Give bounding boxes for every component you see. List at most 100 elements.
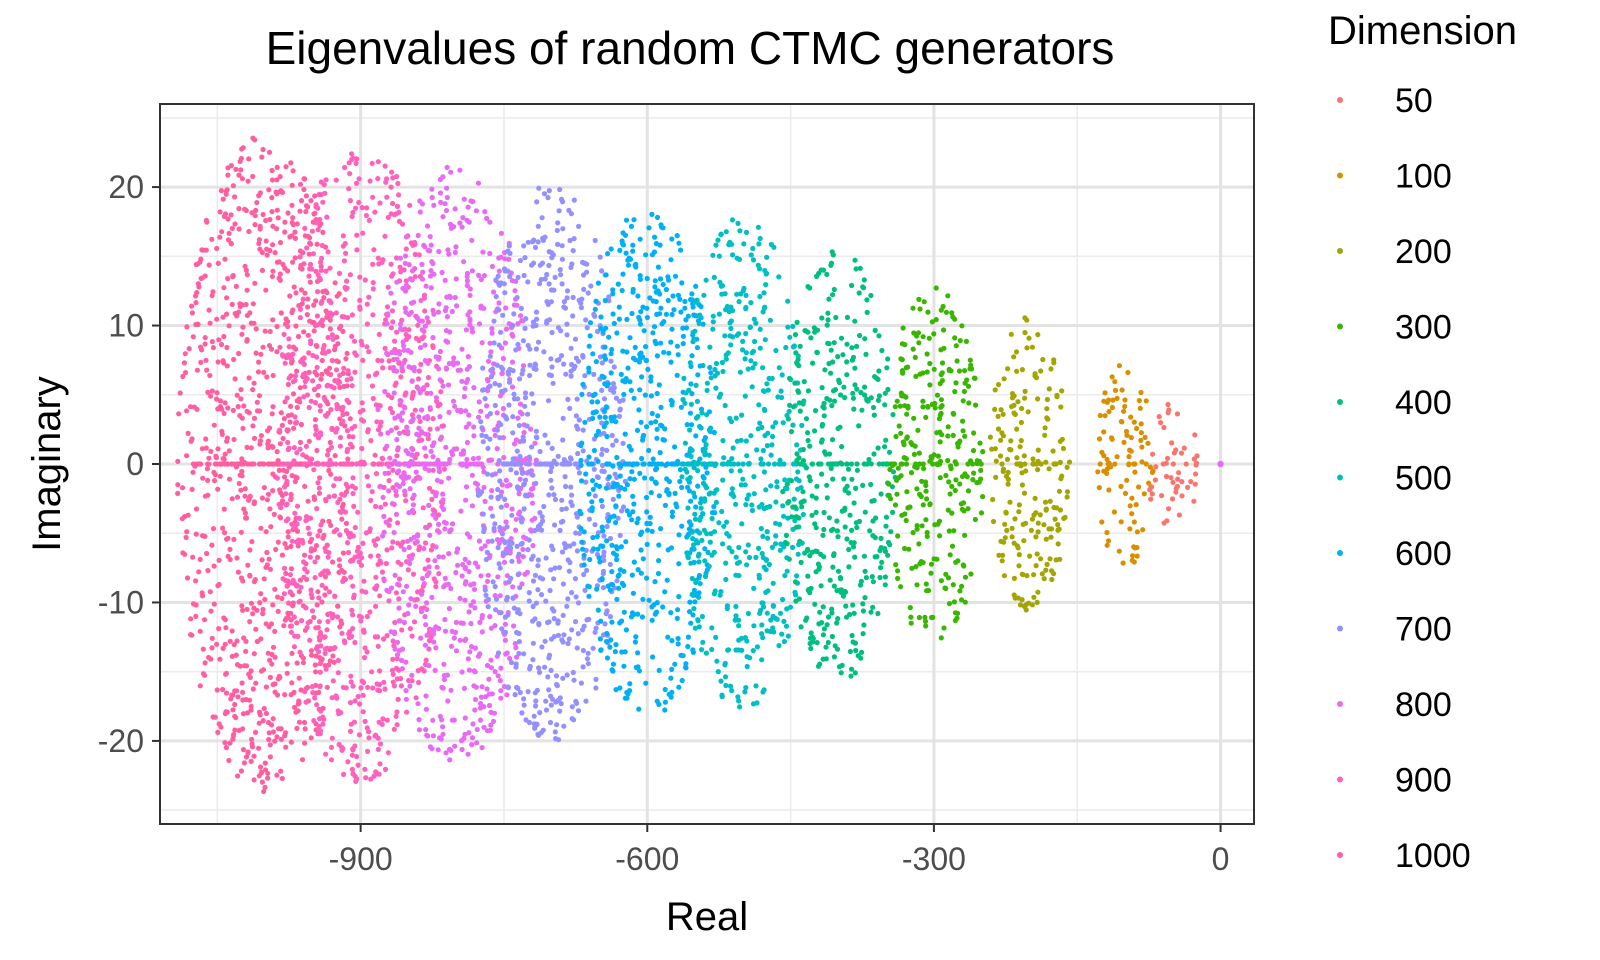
- eigenvalue-point: [652, 579, 658, 585]
- eigenvalue-point: [774, 479, 780, 485]
- eigenvalue-point: [421, 668, 427, 674]
- eigenvalue-point: [831, 286, 837, 293]
- eigenvalue-point: [809, 512, 815, 518]
- eigenvalue-point: [248, 668, 254, 674]
- eigenvalue-point: [503, 651, 509, 657]
- eigenvalue-point: [478, 277, 484, 283]
- eigenvalue-point: [502, 256, 508, 262]
- eigenvalue-point: [346, 186, 352, 192]
- eigenvalue-point: [825, 310, 831, 316]
- eigenvalue-point: [556, 565, 563, 571]
- eigenvalue-point: [277, 271, 283, 277]
- eigenvalue-point: [702, 558, 708, 564]
- eigenvalue-point: [530, 472, 536, 478]
- eigenvalue-point: [803, 465, 810, 471]
- eigenvalue-point: [646, 597, 652, 603]
- eigenvalue-point: [449, 308, 455, 315]
- eigenvalue-point: [175, 490, 181, 496]
- eigenvalue-point: [516, 422, 522, 429]
- eigenvalue-point: [355, 509, 361, 515]
- eigenvalue-point: [485, 596, 492, 603]
- eigenvalue-point: [427, 405, 433, 411]
- eigenvalue-point: [552, 274, 558, 280]
- eigenvalue-point: [305, 296, 311, 302]
- eigenvalue-point: [813, 569, 819, 575]
- eigenvalue-point: [741, 241, 747, 247]
- eigenvalue-point: [833, 314, 839, 321]
- eigenvalue-point: [404, 709, 410, 715]
- eigenvalue-point: [630, 462, 636, 468]
- eigenvalue-point: [613, 419, 619, 425]
- eigenvalue-point: [541, 349, 547, 355]
- eigenvalue-point: [296, 675, 302, 681]
- eigenvalue-point: [461, 685, 467, 692]
- eigenvalue-point: [558, 272, 564, 278]
- eigenvalue-point: [226, 448, 232, 454]
- eigenvalue-point: [419, 327, 425, 333]
- eigenvalue-point: [876, 368, 882, 374]
- eigenvalue-point: [409, 452, 415, 458]
- eigenvalue-point: [552, 729, 558, 735]
- eigenvalue-point: [488, 457, 495, 463]
- eigenvalue-point: [834, 518, 840, 524]
- eigenvalue-point: [315, 460, 321, 466]
- eigenvalue-point: [584, 656, 591, 662]
- eigenvalue-point: [422, 323, 428, 329]
- eigenvalue-point: [539, 260, 546, 266]
- eigenvalue-point: [578, 457, 584, 464]
- eigenvalue-point: [749, 507, 756, 514]
- eigenvalue-point: [390, 319, 396, 325]
- eigenvalue-point: [203, 357, 209, 363]
- eigenvalue-point: [679, 280, 685, 286]
- eigenvalue-point: [638, 419, 644, 425]
- eigenvalue-point: [570, 248, 576, 254]
- eigenvalue-point: [388, 427, 394, 433]
- eigenvalue-point: [316, 485, 322, 491]
- eigenvalue-point: [480, 365, 486, 371]
- eigenvalue-point: [285, 439, 291, 446]
- eigenvalue-point: [403, 234, 409, 240]
- eigenvalue-point: [230, 707, 236, 713]
- eigenvalue-point: [417, 198, 423, 204]
- eigenvalue-point: [293, 323, 299, 329]
- eigenvalue-point: [506, 402, 512, 408]
- eigenvalue-point: [703, 442, 709, 448]
- eigenvalue-point: [698, 514, 704, 520]
- eigenvalue-point: [224, 295, 230, 301]
- eigenvalue-point: [496, 268, 502, 274]
- eigenvalue-point: [691, 465, 697, 471]
- eigenvalue-point: [377, 668, 383, 674]
- eigenvalue-point: [251, 415, 258, 421]
- eigenvalue-point: [609, 667, 615, 673]
- eigenvalue-point: [359, 445, 365, 452]
- eigenvalue-point: [476, 321, 483, 327]
- eigenvalue-point: [616, 493, 622, 499]
- eigenvalue-point: [740, 347, 746, 353]
- eigenvalue-point: [367, 528, 373, 535]
- eigenvalue-point: [692, 599, 698, 605]
- eigenvalue-point: [849, 357, 856, 363]
- eigenvalue-point: [713, 360, 720, 367]
- eigenvalue-point: [791, 496, 797, 502]
- eigenvalue-point: [292, 377, 298, 383]
- eigenvalue-point: [677, 467, 684, 473]
- eigenvalue-point: [384, 717, 390, 723]
- eigenvalue-point: [396, 360, 402, 366]
- eigenvalue-point: [569, 590, 575, 596]
- eigenvalue-point: [235, 569, 241, 575]
- eigenvalue-point: [848, 461, 855, 467]
- eigenvalue-point: [846, 564, 852, 570]
- eigenvalue-point: [430, 733, 436, 739]
- eigenvalue-point: [424, 315, 430, 321]
- eigenvalue-point: [766, 375, 772, 382]
- eigenvalue-point: [433, 584, 439, 590]
- eigenvalue-point: [850, 390, 856, 396]
- eigenvalue-point: [266, 730, 272, 736]
- eigenvalue-point: [508, 659, 515, 666]
- eigenvalue-point: [817, 609, 823, 615]
- eigenvalue-point: [548, 667, 554, 674]
- eigenvalue-point: [289, 650, 295, 657]
- eigenvalue-point: [541, 191, 548, 197]
- eigenvalue-point: [438, 434, 444, 440]
